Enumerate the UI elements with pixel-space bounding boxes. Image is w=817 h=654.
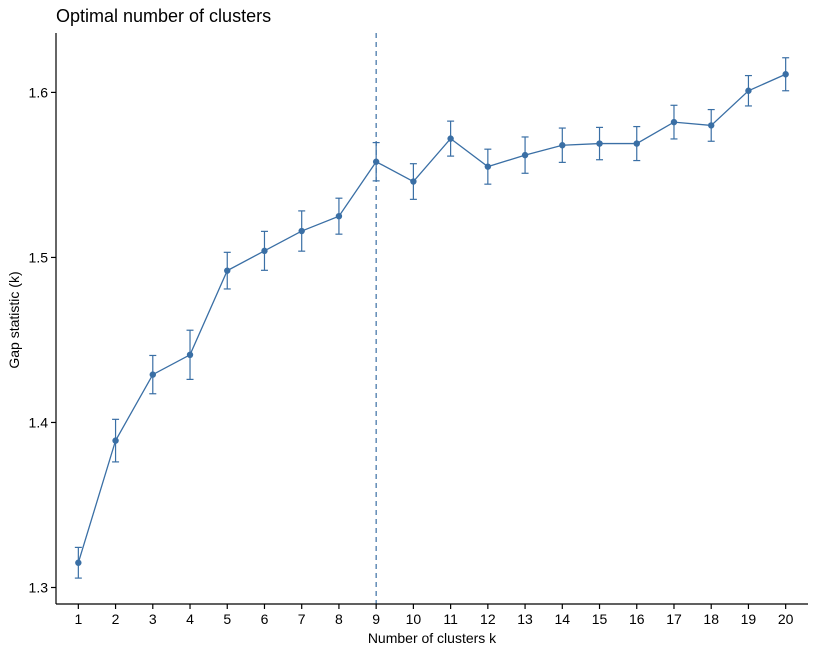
x-tick-label: 10	[406, 611, 422, 627]
x-tick-label: 14	[555, 611, 571, 627]
x-tick-label: 17	[666, 611, 682, 627]
y-tick-label: 1.6	[29, 84, 49, 100]
x-tick-label: 11	[443, 611, 458, 627]
x-tick-label: 2	[112, 611, 120, 627]
x-tick-label: 4	[186, 611, 194, 627]
data-point	[186, 351, 194, 359]
y-axis: 1.3 1.4 1.5 1.6	[29, 33, 57, 604]
data-point	[261, 247, 268, 255]
data-point	[372, 158, 380, 165]
data-point	[298, 227, 305, 235]
y-tick-label: 1.3	[29, 579, 49, 595]
data-point	[782, 71, 789, 78]
data-point	[596, 140, 603, 147]
x-tick-label: 20	[778, 611, 794, 627]
x-tick-label: 12	[480, 611, 496, 627]
x-tick-label: 13	[517, 611, 533, 627]
data-point	[521, 151, 529, 159]
data-point	[559, 142, 566, 149]
x-tick-label: 18	[703, 611, 719, 627]
y-tick-label: 1.5	[29, 249, 49, 265]
data-point	[149, 371, 156, 378]
x-tick-label: 8	[335, 611, 343, 627]
x-tick-label: 3	[149, 611, 157, 627]
data-point	[410, 178, 417, 185]
x-tick-label: 5	[223, 611, 231, 627]
plot-area	[74, 33, 790, 604]
data-point	[224, 267, 231, 274]
y-tick-label: 1.4	[29, 414, 49, 430]
data-point	[745, 87, 752, 94]
data-point	[484, 163, 492, 170]
x-tick-label: 1	[74, 611, 82, 627]
x-axis-label: Number of clusters k	[368, 630, 497, 646]
data-point	[447, 135, 454, 142]
series-line	[77, 73, 786, 563]
x-tick-label: 7	[298, 611, 306, 627]
x-tick-label: 19	[741, 611, 757, 627]
data-point	[335, 212, 343, 220]
x-tick-label: 16	[629, 611, 645, 627]
data-point	[633, 140, 640, 147]
x-tick-label: 9	[372, 611, 380, 627]
y-axis-label: Gap statistic (k)	[6, 271, 22, 368]
data-point	[75, 559, 82, 566]
chart-title: Optimal number of clusters	[56, 6, 271, 26]
data-point	[708, 122, 715, 129]
x-tick-label: 6	[261, 611, 269, 627]
data-point	[112, 437, 119, 444]
data-point	[670, 118, 678, 126]
x-axis: 1 2 3 4 5 6 7 8 9 10 11 12 13 14 15 16 17 18 19 20	[56, 603, 808, 627]
x-tick-label: 15	[592, 611, 608, 627]
